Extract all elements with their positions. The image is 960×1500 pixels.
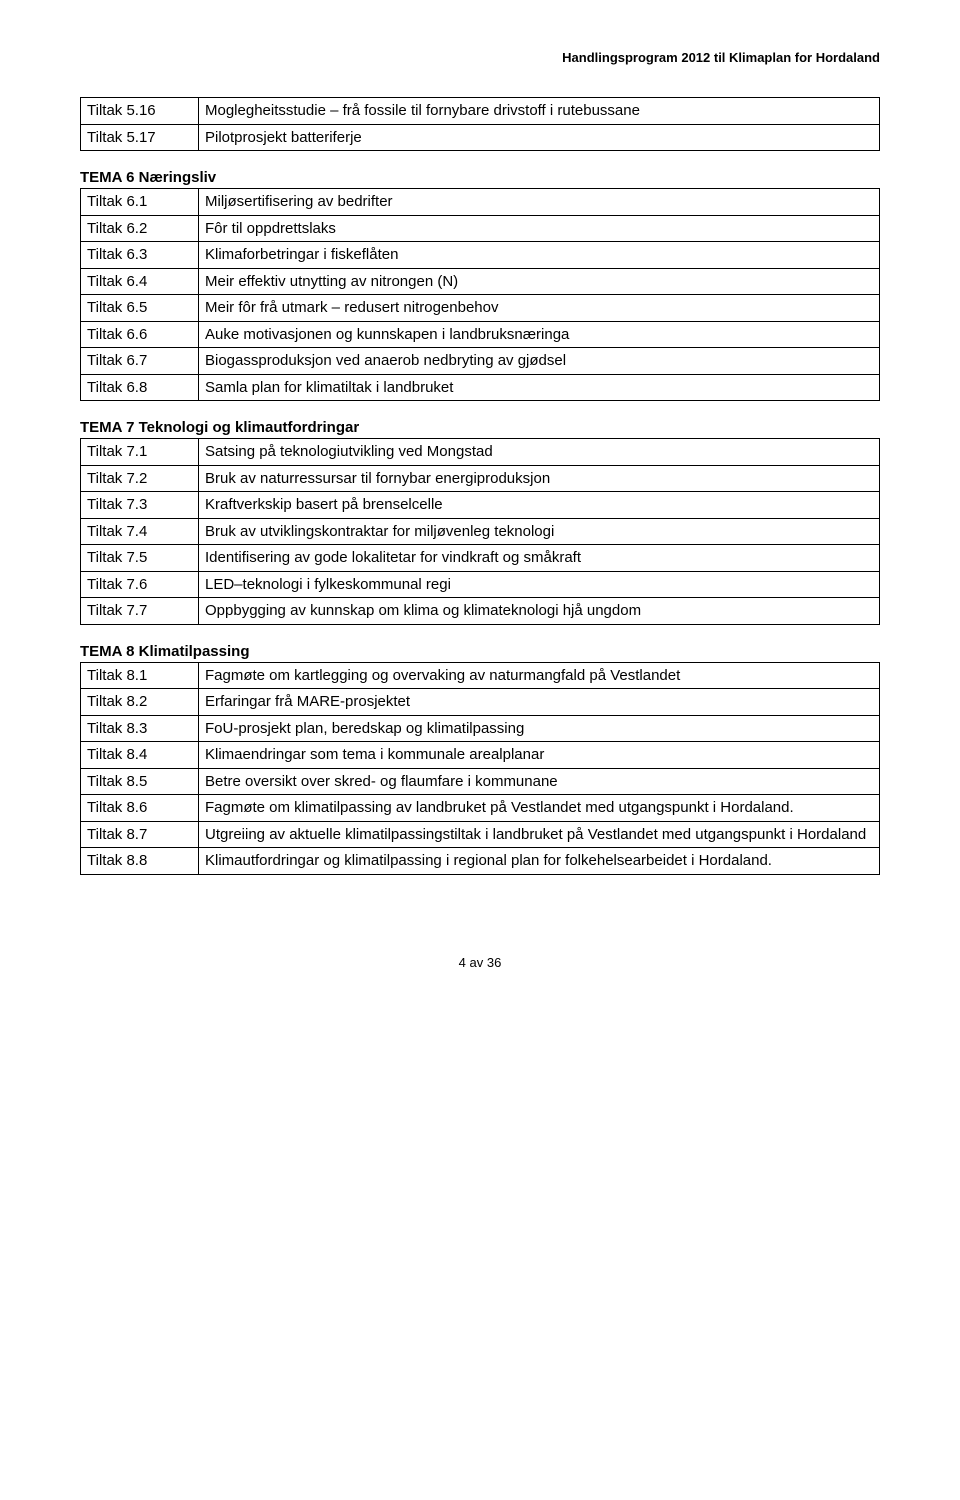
- tiltak-text-cell: LED–teknologi i fylkeskommunal regi: [199, 571, 880, 598]
- tiltak-label-cell: Tiltak 8.2: [81, 689, 199, 716]
- table-row: Tiltak 6.6Auke motivasjonen og kunnskape…: [81, 321, 880, 348]
- table-row: Tiltak 8.4Klimaendringar som tema i komm…: [81, 742, 880, 769]
- tiltak-table: Tiltak 5.16Moglegheitsstudie – frå fossi…: [80, 97, 880, 151]
- tiltak-label-cell: Tiltak 7.6: [81, 571, 199, 598]
- tiltak-text-cell: Bruk av utviklingskontraktar for miljøve…: [199, 518, 880, 545]
- tiltak-label-cell: Tiltak 6.8: [81, 374, 199, 401]
- tiltak-text-cell: Klimautfordringar og klimatilpassing i r…: [199, 848, 880, 875]
- tiltak-text-cell: Biogassproduksjon ved anaerob nedbryting…: [199, 348, 880, 375]
- tiltak-text-cell: Fagmøte om klimatilpassing av landbruket…: [199, 795, 880, 822]
- section-title: TEMA 7 Teknologi og klimautfordringar: [80, 419, 880, 438]
- tiltak-label-cell: Tiltak 6.6: [81, 321, 199, 348]
- tiltak-label-cell: Tiltak 8.6: [81, 795, 199, 822]
- table-row: Tiltak 7.4Bruk av utviklingskontraktar f…: [81, 518, 880, 545]
- tiltak-label-cell: Tiltak 7.1: [81, 439, 199, 466]
- tiltak-table: Tiltak 6.1Miljøsertifisering av bedrifte…: [80, 188, 880, 401]
- table-row: Tiltak 6.7Biogassproduksjon ved anaerob …: [81, 348, 880, 375]
- tiltak-text-cell: Pilotprosjekt batteriferje: [199, 124, 880, 151]
- tiltak-text-cell: Auke motivasjonen og kunnskapen i landbr…: [199, 321, 880, 348]
- tiltak-label-cell: Tiltak 6.4: [81, 268, 199, 295]
- table-row: Tiltak 6.3Klimaforbetringar i fiskeflåte…: [81, 242, 880, 269]
- tiltak-label-cell: Tiltak 8.4: [81, 742, 199, 769]
- tiltak-label-cell: Tiltak 8.5: [81, 768, 199, 795]
- table-row: Tiltak 6.2Fôr til oppdrettslaks: [81, 215, 880, 242]
- table-row: Tiltak 8.6Fagmøte om klimatilpassing av …: [81, 795, 880, 822]
- tiltak-text-cell: Miljøsertifisering av bedrifter: [199, 189, 880, 216]
- tiltak-table: Tiltak 8.1Fagmøte om kartlegging og over…: [80, 662, 880, 875]
- table-row: Tiltak 5.17Pilotprosjekt batteriferje: [81, 124, 880, 151]
- tiltak-label-cell: Tiltak 7.7: [81, 598, 199, 625]
- tiltak-label-cell: Tiltak 6.5: [81, 295, 199, 322]
- tiltak-text-cell: Erfaringar frå MARE-prosjektet: [199, 689, 880, 716]
- tiltak-text-cell: Identifisering av gode lokalitetar for v…: [199, 545, 880, 572]
- table-row: Tiltak 7.6LED–teknologi i fylkeskommunal…: [81, 571, 880, 598]
- document-body: Tiltak 5.16Moglegheitsstudie – frå fossi…: [80, 97, 880, 875]
- table-row: Tiltak 6.8Samla plan for klimatiltak i l…: [81, 374, 880, 401]
- tiltak-text-cell: Meir effektiv utnytting av nitrongen (N): [199, 268, 880, 295]
- tiltak-text-cell: Samla plan for klimatiltak i landbruket: [199, 374, 880, 401]
- table-row: Tiltak 7.2Bruk av naturressursar til for…: [81, 465, 880, 492]
- tiltak-text-cell: Oppbygging av kunnskap om klima og klima…: [199, 598, 880, 625]
- tiltak-text-cell: Fagmøte om kartlegging og overvaking av …: [199, 662, 880, 689]
- table-row: Tiltak 8.3FoU-prosjekt plan, beredskap o…: [81, 715, 880, 742]
- tiltak-text-cell: Utgreiing av aktuelle klimatilpassingsti…: [199, 821, 880, 848]
- tiltak-text-cell: FoU-prosjekt plan, beredskap og klimatil…: [199, 715, 880, 742]
- tiltak-text-cell: Klimaforbetringar i fiskeflåten: [199, 242, 880, 269]
- table-row: Tiltak 8.5Betre oversikt over skred- og …: [81, 768, 880, 795]
- tiltak-text-cell: Betre oversikt over skred- og flaumfare …: [199, 768, 880, 795]
- page-header: Handlingsprogram 2012 til Klimaplan for …: [80, 50, 880, 65]
- tiltak-text-cell: Klimaendringar som tema i kommunale area…: [199, 742, 880, 769]
- table-row: Tiltak 7.3Kraftverkskip basert på brense…: [81, 492, 880, 519]
- tiltak-label-cell: Tiltak 6.2: [81, 215, 199, 242]
- section-title: TEMA 8 Klimatilpassing: [80, 643, 880, 662]
- tiltak-label-cell: Tiltak 5.17: [81, 124, 199, 151]
- tiltak-label-cell: Tiltak 8.1: [81, 662, 199, 689]
- tiltak-text-cell: Moglegheitsstudie – frå fossile til forn…: [199, 98, 880, 125]
- table-row: Tiltak 8.2Erfaringar frå MARE-prosjektet: [81, 689, 880, 716]
- tiltak-text-cell: Fôr til oppdrettslaks: [199, 215, 880, 242]
- tiltak-label-cell: Tiltak 7.4: [81, 518, 199, 545]
- tiltak-label-cell: Tiltak 7.2: [81, 465, 199, 492]
- tiltak-label-cell: Tiltak 8.7: [81, 821, 199, 848]
- tiltak-text-cell: Bruk av naturressursar til fornybar ener…: [199, 465, 880, 492]
- tiltak-label-cell: Tiltak 6.1: [81, 189, 199, 216]
- tiltak-label-cell: Tiltak 6.7: [81, 348, 199, 375]
- table-row: Tiltak 8.8Klimautfordringar og klimatilp…: [81, 848, 880, 875]
- tiltak-label-cell: Tiltak 7.3: [81, 492, 199, 519]
- tiltak-label-cell: Tiltak 6.3: [81, 242, 199, 269]
- section-title: TEMA 6 Næringsliv: [80, 169, 880, 188]
- table-row: Tiltak 7.1Satsing på teknologiutvikling …: [81, 439, 880, 466]
- tiltak-text-cell: Meir fôr frå utmark – redusert nitrogenb…: [199, 295, 880, 322]
- table-row: Tiltak 5.16Moglegheitsstudie – frå fossi…: [81, 98, 880, 125]
- tiltak-label-cell: Tiltak 8.8: [81, 848, 199, 875]
- tiltak-label-cell: Tiltak 8.3: [81, 715, 199, 742]
- table-row: Tiltak 7.5Identifisering av gode lokalit…: [81, 545, 880, 572]
- tiltak-table: Tiltak 7.1Satsing på teknologiutvikling …: [80, 438, 880, 625]
- table-row: Tiltak 6.1Miljøsertifisering av bedrifte…: [81, 189, 880, 216]
- table-row: Tiltak 7.7Oppbygging av kunnskap om klim…: [81, 598, 880, 625]
- table-row: Tiltak 6.5Meir fôr frå utmark – redusert…: [81, 295, 880, 322]
- tiltak-text-cell: Satsing på teknologiutvikling ved Mongst…: [199, 439, 880, 466]
- tiltak-label-cell: Tiltak 5.16: [81, 98, 199, 125]
- table-row: Tiltak 6.4Meir effektiv utnytting av nit…: [81, 268, 880, 295]
- tiltak-text-cell: Kraftverkskip basert på brenselcelle: [199, 492, 880, 519]
- tiltak-label-cell: Tiltak 7.5: [81, 545, 199, 572]
- table-row: Tiltak 8.1Fagmøte om kartlegging og over…: [81, 662, 880, 689]
- table-row: Tiltak 8.7Utgreiing av aktuelle klimatil…: [81, 821, 880, 848]
- page-footer: 4 av 36: [80, 955, 880, 970]
